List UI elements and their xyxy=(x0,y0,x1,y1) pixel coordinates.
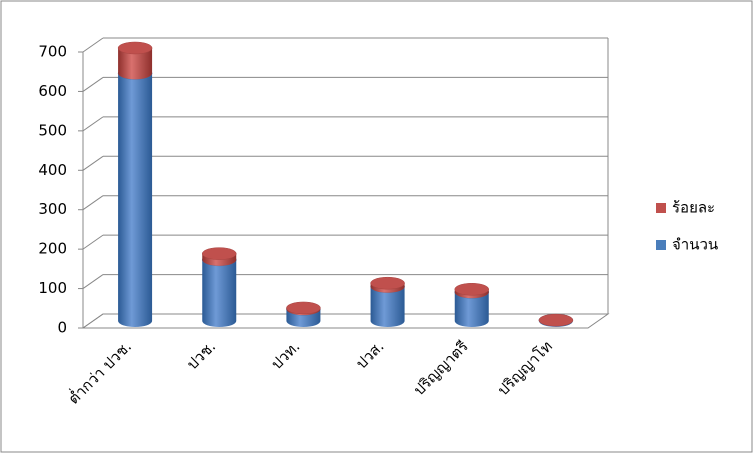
bar xyxy=(454,283,489,299)
y-tick-label: 600 xyxy=(38,82,67,100)
legend-swatch xyxy=(656,240,666,250)
y-tick-label: 500 xyxy=(38,121,67,139)
bar-top xyxy=(370,276,405,290)
bar xyxy=(202,247,237,266)
grid-line xyxy=(82,234,104,250)
bar-top xyxy=(454,283,489,296)
grid-line xyxy=(82,77,104,92)
legend-swatch xyxy=(656,203,666,213)
legend-label: จำนวน xyxy=(672,236,718,254)
bar xyxy=(286,301,321,316)
bar-side xyxy=(202,259,237,327)
bar xyxy=(117,41,153,80)
bar xyxy=(538,313,574,327)
bar xyxy=(117,67,153,327)
bar-side xyxy=(118,47,153,80)
y-tick-label: 400 xyxy=(38,161,67,179)
legend-label: ร้อยละ xyxy=(672,199,715,217)
bar-side xyxy=(370,286,405,327)
bar-top xyxy=(202,247,237,260)
y-tick-label: 0 xyxy=(57,319,67,337)
grid-line xyxy=(82,116,104,132)
bar-side xyxy=(118,73,153,327)
bar-side xyxy=(454,292,489,327)
bar-top xyxy=(286,301,321,315)
y-tick-label: 100 xyxy=(38,279,67,297)
y-tick-label: 300 xyxy=(38,200,67,218)
y-tick-label: 200 xyxy=(38,240,67,258)
grid-line xyxy=(82,37,104,53)
grid-line xyxy=(82,155,104,171)
bar-top xyxy=(538,313,574,327)
grid-line xyxy=(82,274,104,289)
bar xyxy=(370,276,405,293)
bar-top xyxy=(117,41,153,55)
grid-line xyxy=(82,313,104,329)
grid-line xyxy=(82,195,104,211)
y-tick-label: 700 xyxy=(38,43,67,61)
